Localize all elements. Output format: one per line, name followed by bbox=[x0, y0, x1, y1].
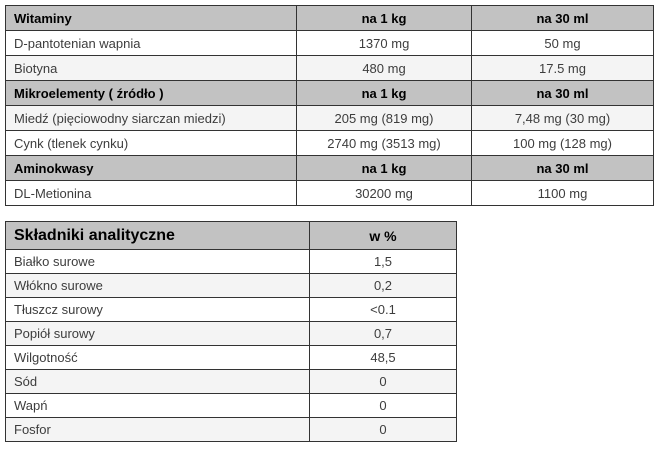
percent-value-cell: 0,2 bbox=[309, 273, 457, 298]
table-row-fosfor: Fosfor 0 bbox=[5, 417, 457, 442]
table-row-sod: Sód 0 bbox=[5, 369, 457, 394]
value-per-1kg-cell: 205 mg (819 mg) bbox=[296, 105, 472, 131]
value-per-1kg-cell: 2740 mg (3513 mg) bbox=[296, 130, 472, 156]
section-header-row-analytical: Składniki analityczne w % bbox=[5, 221, 457, 250]
component-name-cell: Białko surowe bbox=[5, 249, 310, 274]
value-per-1kg-cell: 30200 mg bbox=[296, 180, 472, 206]
table-row-d-pantotenian: D-pantotenian wapnia 1370 mg 50 mg bbox=[5, 30, 654, 56]
table-row-popiol: Popiół surowy 0,7 bbox=[5, 321, 457, 346]
value-per-30ml-cell: 1100 mg bbox=[471, 180, 654, 206]
value-per-30ml-cell: 100 mg (128 mg) bbox=[471, 130, 654, 156]
ingredient-name-cell: Biotyna bbox=[5, 55, 297, 81]
component-name-cell: Wapń bbox=[5, 393, 310, 418]
table-row-biotyna: Biotyna 480 mg 17.5 mg bbox=[5, 55, 654, 81]
nutrition-facts-page: Witaminy na 1 kg na 30 ml D-pantotenian … bbox=[5, 5, 654, 442]
col-header-per-30ml-cell: na 30 ml bbox=[471, 80, 654, 106]
percent-value-cell: 48,5 bbox=[309, 345, 457, 370]
percent-value-cell: 0,7 bbox=[309, 321, 457, 346]
vitamins-micronutrients-aminoacids-table: Witaminy na 1 kg na 30 ml D-pantotenian … bbox=[5, 5, 654, 206]
component-name-cell: Włókno surowe bbox=[5, 273, 310, 298]
col-header-per-1kg-cell: na 1 kg bbox=[296, 5, 472, 31]
col-header-per-30ml-cell: na 30 ml bbox=[471, 155, 654, 181]
ingredient-name-cell: DL-Metionina bbox=[5, 180, 297, 206]
component-name-cell: Tłuszcz surowy bbox=[5, 297, 310, 322]
table-row-cynk: Cynk (tlenek cynku) 2740 mg (3513 mg) 10… bbox=[5, 130, 654, 156]
component-name-cell: Popiół surowy bbox=[5, 321, 310, 346]
ingredient-name-cell: Miedź (pięciowodny siarczan miedzi) bbox=[5, 105, 297, 131]
ingredient-name-cell: D-pantotenian wapnia bbox=[5, 30, 297, 56]
percent-value-cell: <0.1 bbox=[309, 297, 457, 322]
percent-value-cell: 0 bbox=[309, 393, 457, 418]
table-row-wapn: Wapń 0 bbox=[5, 393, 457, 418]
value-per-30ml-cell: 17.5 mg bbox=[471, 55, 654, 81]
table-row-wilgotnosc: Wilgotność 48,5 bbox=[5, 345, 457, 370]
component-name-cell: Fosfor bbox=[5, 417, 310, 442]
value-per-1kg-cell: 480 mg bbox=[296, 55, 472, 81]
value-per-30ml-cell: 7,48 mg (30 mg) bbox=[471, 105, 654, 131]
col-header-per-1kg-cell: na 1 kg bbox=[296, 80, 472, 106]
analytical-components-table: Składniki analityczne w % Białko surowe … bbox=[5, 221, 457, 442]
col-header-per-30ml-cell: na 30 ml bbox=[471, 5, 654, 31]
percent-value-cell: 0 bbox=[309, 417, 457, 442]
section-title-cell: Mikroelementy ( źródło ) bbox=[5, 80, 297, 106]
section-title-cell: Aminokwasy bbox=[5, 155, 297, 181]
percent-value-cell: 0 bbox=[309, 369, 457, 394]
table-row-miedz: Miedź (pięciowodny siarczan miedzi) 205 … bbox=[5, 105, 654, 131]
component-name-cell: Sód bbox=[5, 369, 310, 394]
table-row-wlokno: Włókno surowe 0,2 bbox=[5, 273, 457, 298]
table-row-tluszcz: Tłuszcz surowy <0.1 bbox=[5, 297, 457, 322]
section-header-row-micronutrients: Mikroelementy ( źródło ) na 1 kg na 30 m… bbox=[5, 80, 654, 106]
ingredient-name-cell: Cynk (tlenek cynku) bbox=[5, 130, 297, 156]
col-header-per-1kg-cell: na 1 kg bbox=[296, 155, 472, 181]
value-per-1kg-cell: 1370 mg bbox=[296, 30, 472, 56]
table-row-dl-metionina: DL-Metionina 30200 mg 1100 mg bbox=[5, 180, 654, 206]
section-title-cell: Składniki analityczne bbox=[5, 221, 310, 250]
col-header-percent-cell: w % bbox=[309, 221, 457, 250]
value-per-30ml-cell: 50 mg bbox=[471, 30, 654, 56]
percent-value-cell: 1,5 bbox=[309, 249, 457, 274]
section-title-cell: Witaminy bbox=[5, 5, 297, 31]
section-header-row-vitamins: Witaminy na 1 kg na 30 ml bbox=[5, 5, 654, 31]
table-row-bialko: Białko surowe 1,5 bbox=[5, 249, 457, 274]
section-header-row-aminoacids: Aminokwasy na 1 kg na 30 ml bbox=[5, 155, 654, 181]
component-name-cell: Wilgotność bbox=[5, 345, 310, 370]
